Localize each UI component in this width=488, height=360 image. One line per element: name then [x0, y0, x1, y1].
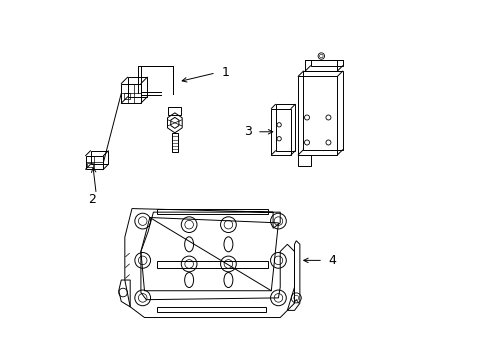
Text: 2: 2 [87, 193, 95, 206]
Bar [168, 107, 181, 114]
Text: 3: 3 [244, 125, 251, 138]
Text: 4: 4 [328, 254, 336, 267]
Text: 1: 1 [221, 66, 229, 79]
Bar [171, 133, 178, 153]
Bar [87, 163, 93, 167]
Bar [124, 93, 130, 99]
